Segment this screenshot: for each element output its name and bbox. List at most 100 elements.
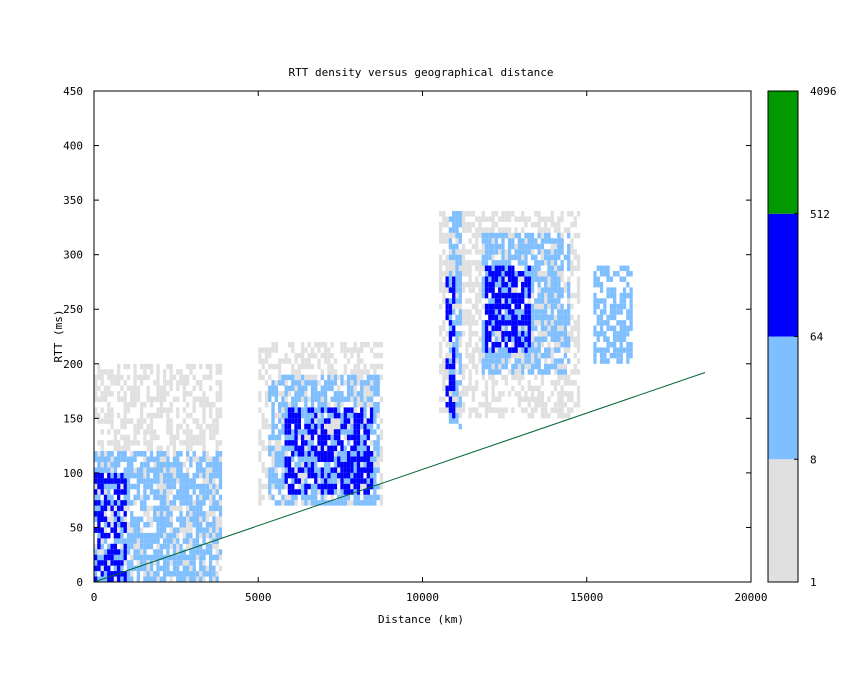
density-cell (110, 407, 114, 413)
density-cell (475, 281, 479, 288)
density-cell (113, 483, 117, 490)
density-cell (527, 347, 531, 353)
density-cell (271, 385, 275, 392)
density-cell (146, 538, 150, 544)
density-cell (153, 456, 157, 462)
density-cell (567, 320, 571, 326)
density-cell (353, 412, 357, 419)
density-cell (356, 456, 361, 462)
density-cell (176, 369, 180, 375)
density-cell (445, 407, 449, 413)
density-cell (468, 249, 472, 255)
density-cell (153, 472, 157, 479)
density-cell (501, 314, 505, 321)
density-cell (521, 211, 525, 217)
density-cell (113, 374, 117, 381)
density-cell (277, 412, 282, 419)
density-cell (475, 363, 479, 370)
density-cell (100, 380, 104, 386)
density-cell (153, 396, 157, 402)
density-cell (468, 227, 472, 233)
density-cell (455, 331, 459, 337)
density-cell (576, 281, 581, 288)
density-cell (455, 396, 459, 402)
density-cell (182, 396, 186, 402)
density-cell (458, 396, 462, 402)
density-cell (195, 532, 200, 539)
density-cell (458, 303, 462, 310)
density-cell (199, 543, 203, 550)
density-cell (143, 494, 147, 501)
density-cell (521, 358, 525, 364)
density-cell (576, 358, 581, 364)
density-cell (527, 265, 531, 272)
density-cell (478, 216, 482, 222)
density-cell (560, 407, 564, 413)
density-cell (337, 440, 341, 446)
density-cell (317, 380, 321, 386)
density-cell (146, 374, 150, 381)
density-cell (517, 320, 522, 326)
density-cell (560, 265, 564, 272)
density-cell (481, 249, 485, 255)
density-cell (297, 461, 301, 468)
density-cell (304, 347, 308, 353)
density-cell (366, 401, 370, 408)
density-cell (264, 380, 269, 386)
density-cell (149, 565, 154, 572)
density-cell (346, 385, 351, 392)
density-cell (304, 500, 308, 506)
density-cell (524, 216, 528, 222)
density-cell (294, 429, 298, 435)
density-cell (514, 369, 518, 375)
density-cell (514, 232, 518, 239)
density-cell (117, 505, 121, 512)
density-cell (176, 429, 180, 435)
density-cell (143, 532, 147, 539)
density-cell (369, 380, 374, 386)
density-cell (514, 254, 518, 261)
density-cell (133, 401, 137, 408)
density-cell (461, 254, 466, 261)
density-cell (465, 347, 469, 353)
density-cell (113, 505, 117, 512)
density-cell (511, 265, 515, 272)
density-cell (465, 281, 469, 288)
density-cell (192, 516, 196, 522)
density-cell (504, 331, 508, 337)
density-cell (130, 576, 134, 582)
density-cell (452, 271, 456, 277)
density-cell (356, 374, 361, 381)
density-cell (100, 516, 104, 522)
density-cell (373, 369, 377, 375)
density-cell (162, 500, 167, 506)
density-cell (117, 445, 121, 452)
density-cell (465, 320, 469, 326)
density-cell (452, 281, 456, 288)
density-cell (130, 516, 134, 522)
density-cell (475, 347, 479, 353)
density-cell (195, 527, 200, 533)
density-cell (261, 374, 265, 381)
density-cell (133, 385, 137, 392)
density-cell (123, 494, 127, 501)
density-cell (567, 243, 571, 250)
density-cell (567, 412, 571, 419)
density-cell (110, 511, 114, 517)
density-cell (274, 467, 278, 473)
density-cell (373, 418, 377, 424)
density-cell (369, 423, 374, 430)
density-cell (284, 472, 288, 479)
density-cell (189, 538, 193, 544)
density-cell (544, 303, 548, 310)
density-cell (346, 472, 351, 479)
density-cell (133, 527, 137, 533)
density-cell (484, 260, 489, 266)
density-cell (100, 543, 104, 550)
density-cell (100, 538, 104, 544)
density-cell (504, 325, 508, 332)
density-cell (176, 434, 180, 441)
density-cell (563, 325, 568, 332)
density-cell (166, 472, 170, 479)
density-cell (149, 489, 154, 495)
